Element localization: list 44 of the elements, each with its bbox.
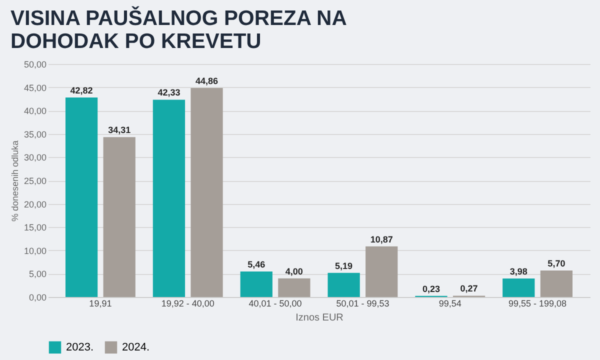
data-label: 34,31	[108, 125, 131, 136]
data-label: 5,19	[335, 260, 353, 271]
y-tick-label: 10,00	[24, 246, 46, 256]
x-tick-label: 19,92 - 40,00	[161, 298, 214, 308]
bar	[190, 88, 223, 297]
y-tick-label: 30,00	[24, 152, 46, 163]
x-tick-label: 99,55 - 199,08	[508, 298, 567, 308]
data-label: 3,98	[510, 266, 528, 276]
x-tick-label: 99,54	[438, 298, 462, 308]
data-label: 10,87	[370, 234, 393, 244]
y-tick-label: 20,00	[24, 199, 46, 210]
bar	[103, 137, 136, 297]
data-label: 0,23	[422, 284, 440, 294]
bar	[65, 97, 98, 297]
bar	[328, 272, 360, 297]
data-label: 42,33	[158, 88, 180, 98]
bar	[152, 100, 186, 297]
data-label: 42,82	[70, 85, 93, 96]
x-tick-label: 50,01 - 99,53	[336, 298, 390, 308]
data-label: 44,86	[196, 76, 218, 86]
legend-label: 2023.	[66, 341, 94, 354]
y-tick-label: 40,00	[24, 106, 46, 116]
x-axis-title: Iznos EUR	[296, 312, 344, 324]
y-tick-label: 35,00	[24, 129, 46, 140]
bar	[502, 278, 535, 297]
bar	[240, 272, 272, 297]
y-tick-label: 25,00	[24, 176, 46, 186]
data-label: 0,27	[460, 284, 478, 294]
bar	[366, 246, 398, 297]
data-label: 5,70	[548, 258, 566, 268]
y-tick-label: 5,00	[28, 269, 46, 280]
data-label: 5,46	[248, 260, 266, 270]
y-axis-title: % donesenih odluka	[10, 140, 20, 222]
chart-title: VISINA PAUŠALNOG POREZA NA DOHODAK PO KREVETU	[10, 6, 347, 53]
bar	[540, 270, 573, 297]
x-tick-label: 40,01 - 50,00	[248, 298, 302, 308]
y-tick-label: 45,00	[24, 82, 46, 93]
y-tick-label: 0,00	[28, 292, 46, 302]
x-tick-label: 19,91	[89, 298, 112, 308]
bar	[278, 278, 310, 297]
y-tick-label: 50,00	[24, 60, 46, 70]
y-tick-label: 15,00	[24, 222, 46, 233]
legend-label: 2024.	[122, 341, 150, 354]
data-label: 4,00	[285, 266, 303, 276]
